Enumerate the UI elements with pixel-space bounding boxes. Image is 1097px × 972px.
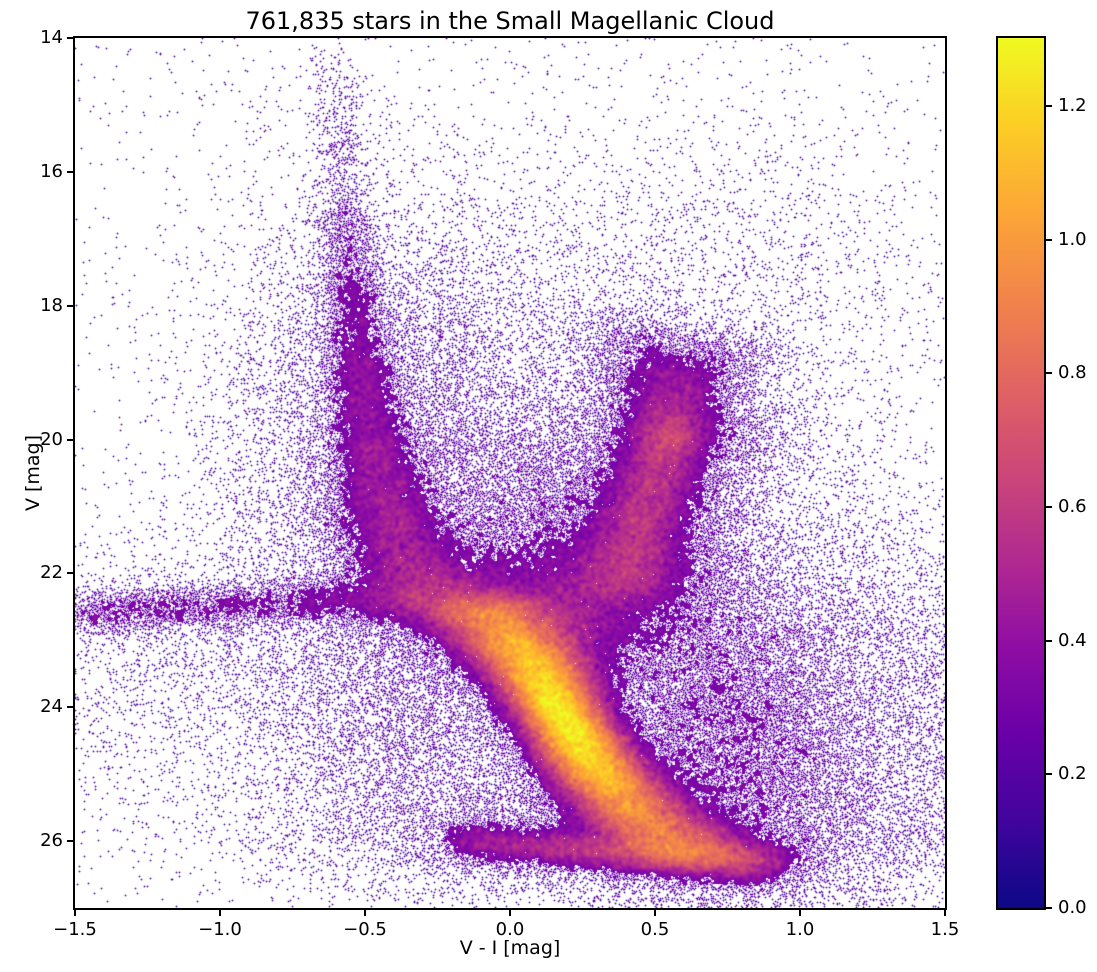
colorbar-tick-mark bbox=[1044, 372, 1052, 375]
y-tick-label: 20 bbox=[40, 428, 63, 450]
colorbar-tick-mark bbox=[1044, 238, 1052, 241]
y-tick-mark bbox=[67, 304, 75, 307]
y-tick-label: 22 bbox=[40, 562, 63, 584]
colorbar-tick-label: 1.0 bbox=[1058, 228, 1087, 250]
colorbar-tick-label: 0.8 bbox=[1058, 362, 1087, 384]
x-tick-mark bbox=[509, 908, 511, 916]
x-tick-mark bbox=[219, 908, 221, 916]
colorbar-tick-mark bbox=[1044, 506, 1052, 509]
colorbar-tick-mark bbox=[1044, 773, 1052, 776]
x-tick-label: 0.5 bbox=[640, 919, 670, 940]
y-tick-mark bbox=[67, 706, 75, 709]
x-tick-label: 1.5 bbox=[930, 919, 960, 940]
page-title: 761,835 stars in the Small Magellanic Cl… bbox=[245, 7, 775, 35]
y-tick-label: 24 bbox=[40, 696, 63, 718]
x-axis-label: V - I [mag] bbox=[459, 937, 561, 959]
x-tick-label: 0.0 bbox=[495, 919, 525, 940]
y-tick-mark bbox=[67, 438, 75, 441]
x-tick-label: 1.0 bbox=[785, 919, 815, 940]
y-tick-mark bbox=[67, 37, 75, 39]
y-tick-label: 18 bbox=[40, 294, 63, 316]
colorbar-tick-label: 0.6 bbox=[1058, 496, 1087, 518]
x-tick-mark bbox=[944, 908, 946, 916]
y-tick-mark bbox=[67, 840, 75, 843]
x-tick-label: −1.0 bbox=[198, 919, 242, 940]
colorbar-tick-mark bbox=[1044, 639, 1052, 642]
colorbar-tick-label: 0.2 bbox=[1058, 763, 1087, 785]
y-tick-label: 14 bbox=[40, 27, 63, 48]
colorbar-tick-mark bbox=[1044, 907, 1052, 909]
colorbar-tick-mark bbox=[1044, 105, 1052, 108]
y-tick-label: 26 bbox=[40, 830, 63, 852]
density-scatter-canvas bbox=[75, 38, 945, 908]
x-tick-label: −1.5 bbox=[53, 919, 97, 940]
x-tick-mark bbox=[654, 908, 656, 916]
colorbar-tick-label: 0.0 bbox=[1058, 897, 1087, 918]
y-tick-label: 16 bbox=[40, 160, 63, 182]
y-axis-label: V [mag] bbox=[22, 434, 44, 512]
colorbar-tick-label: 1.2 bbox=[1058, 95, 1087, 117]
y-tick-mark bbox=[67, 170, 75, 173]
colorbar bbox=[998, 38, 1044, 908]
x-tick-mark bbox=[799, 908, 801, 916]
x-tick-mark bbox=[364, 908, 366, 916]
colorbar-tick-label: 0.4 bbox=[1058, 629, 1087, 651]
x-tick-label: −0.5 bbox=[343, 919, 387, 940]
y-tick-mark bbox=[67, 572, 75, 575]
x-tick-mark bbox=[74, 908, 76, 916]
